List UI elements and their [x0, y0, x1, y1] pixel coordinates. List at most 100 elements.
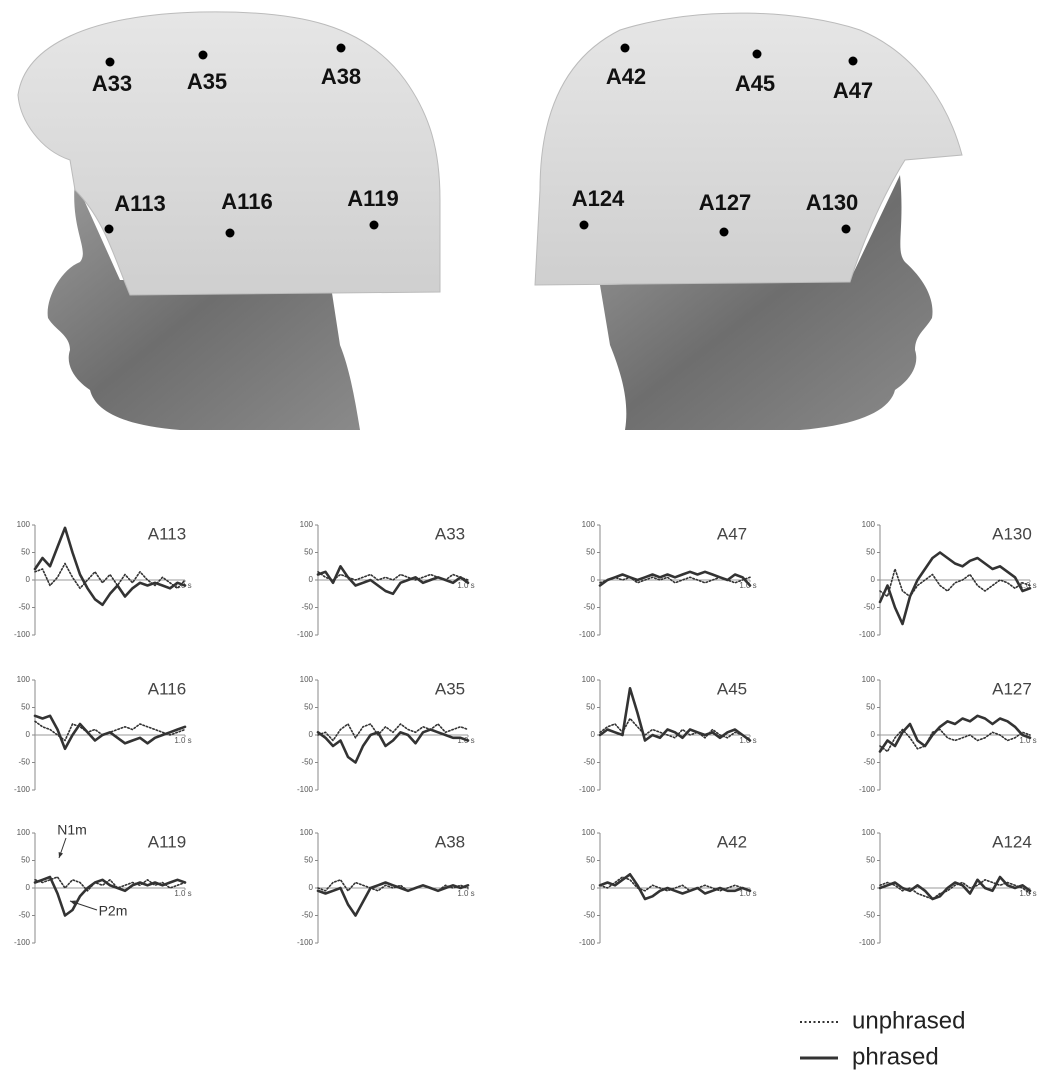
series-line — [318, 730, 468, 763]
y-tick-label: 50 — [21, 856, 30, 865]
y-tick-label: 0 — [309, 575, 314, 584]
y-tick-label: 50 — [304, 703, 313, 712]
y-tick-label: 100 — [582, 520, 596, 529]
y-tick-label: 100 — [582, 675, 596, 684]
y-tick-label: -100 — [14, 785, 31, 794]
electrode-label: A119 — [347, 186, 398, 211]
y-tick-label: 50 — [866, 703, 875, 712]
y-tick-label: 0 — [591, 883, 596, 892]
x-tick-label: 1.0 s — [174, 736, 191, 745]
electrode-dot — [842, 225, 851, 234]
y-tick-label: 100 — [17, 520, 31, 529]
chart-title: A35 — [435, 679, 465, 698]
x-tick-label: 1.0 s — [457, 889, 474, 898]
chart-title: A124 — [992, 832, 1032, 851]
y-tick-label: -100 — [579, 938, 596, 947]
electrode-label: A33 — [92, 71, 132, 96]
series-line — [880, 553, 1030, 625]
electrode-label: A38 — [321, 64, 361, 89]
y-tick-label: 100 — [862, 828, 876, 837]
y-tick-label: -100 — [14, 630, 31, 639]
electrode-label: A45 — [735, 71, 775, 96]
chart-title: A116 — [148, 679, 186, 698]
x-tick-label: 1.0 s — [174, 889, 191, 898]
series-line — [880, 716, 1030, 752]
y-tick-label: 100 — [17, 828, 31, 837]
page: A33 A35 A38 A113 A116 A119 A42 A45 A47 A124 A127 A1… — [0, 0, 1044, 1080]
chart-title: A119 — [148, 832, 186, 851]
y-tick-label: 0 — [309, 883, 314, 892]
electrode-label: A113 — [114, 191, 165, 216]
y-tick-label: -100 — [14, 938, 31, 947]
y-tick-label: 0 — [591, 575, 596, 584]
series-line — [318, 724, 468, 741]
y-tick-label: -50 — [18, 603, 30, 612]
y-tick-label: -50 — [863, 603, 875, 612]
electrode-label: A47 — [833, 78, 873, 103]
y-tick-label: 50 — [866, 548, 875, 557]
y-tick-label: -100 — [859, 630, 876, 639]
electrode-label: A35 — [187, 69, 227, 94]
helmet — [18, 12, 440, 295]
electrode-dot — [199, 51, 208, 60]
y-tick-label: -100 — [579, 785, 596, 794]
electrode-label: A127 — [699, 190, 752, 215]
electrode-dot — [370, 221, 379, 230]
y-tick-label: -50 — [18, 758, 30, 767]
legend-label: unphrased — [852, 1007, 965, 1034]
y-tick-label: 50 — [586, 703, 595, 712]
y-tick-label: 100 — [862, 675, 876, 684]
y-tick-label: 100 — [862, 520, 876, 529]
chart-title: A113 — [148, 524, 186, 543]
annotation: P2m — [99, 903, 128, 919]
y-tick-label: -100 — [297, 938, 314, 947]
series-line — [600, 874, 750, 899]
y-tick-label: -50 — [301, 603, 313, 612]
y-tick-label: 50 — [304, 548, 313, 557]
y-tick-label: 0 — [871, 730, 876, 739]
y-tick-label: 100 — [582, 828, 596, 837]
y-tick-label: 0 — [26, 730, 31, 739]
annotation: N1m — [57, 822, 87, 838]
legend-label: phrased — [852, 1043, 939, 1070]
electrode-dot — [105, 225, 114, 234]
electrode-label: A124 — [572, 186, 625, 211]
y-tick-label: -100 — [297, 630, 314, 639]
y-tick-label: 0 — [26, 883, 31, 892]
y-tick-label: -50 — [863, 911, 875, 920]
y-tick-label: -50 — [583, 911, 595, 920]
y-tick-label: 0 — [871, 883, 876, 892]
y-tick-label: 100 — [300, 828, 314, 837]
y-tick-label: -100 — [859, 938, 876, 947]
y-tick-label: -100 — [579, 630, 596, 639]
y-tick-label: -50 — [18, 911, 30, 920]
y-tick-label: 0 — [591, 730, 596, 739]
chart-title: A47 — [717, 524, 747, 543]
y-tick-label: 50 — [304, 856, 313, 865]
figure: A33 A35 A38 A113 A116 A119 A42 A45 A47 A124 A127 A1… — [0, 0, 1044, 1080]
y-tick-label: 50 — [21, 548, 30, 557]
y-tick-label: 50 — [21, 703, 30, 712]
electrode-label: A116 — [221, 189, 272, 214]
y-tick-label: 0 — [309, 730, 314, 739]
electrode-dot — [580, 221, 589, 230]
y-tick-label: 50 — [586, 856, 595, 865]
chart-title: A45 — [717, 679, 747, 698]
chart-title: A33 — [435, 524, 465, 543]
electrode-dot — [226, 229, 235, 238]
y-tick-label: 0 — [26, 575, 31, 584]
electrode-dot — [337, 44, 346, 53]
electrode-label: A42 — [606, 64, 646, 89]
chart-title: A42 — [717, 832, 747, 851]
y-tick-label: -100 — [859, 785, 876, 794]
electrode-dot — [753, 50, 762, 59]
series-line — [600, 572, 750, 586]
y-tick-label: -50 — [301, 911, 313, 920]
arrow-head — [59, 852, 63, 858]
electrode-dot — [849, 57, 858, 66]
y-tick-label: 100 — [17, 675, 31, 684]
y-tick-label: 100 — [300, 675, 314, 684]
y-tick-label: 50 — [586, 548, 595, 557]
y-tick-label: -50 — [863, 758, 875, 767]
y-tick-label: 50 — [866, 856, 875, 865]
